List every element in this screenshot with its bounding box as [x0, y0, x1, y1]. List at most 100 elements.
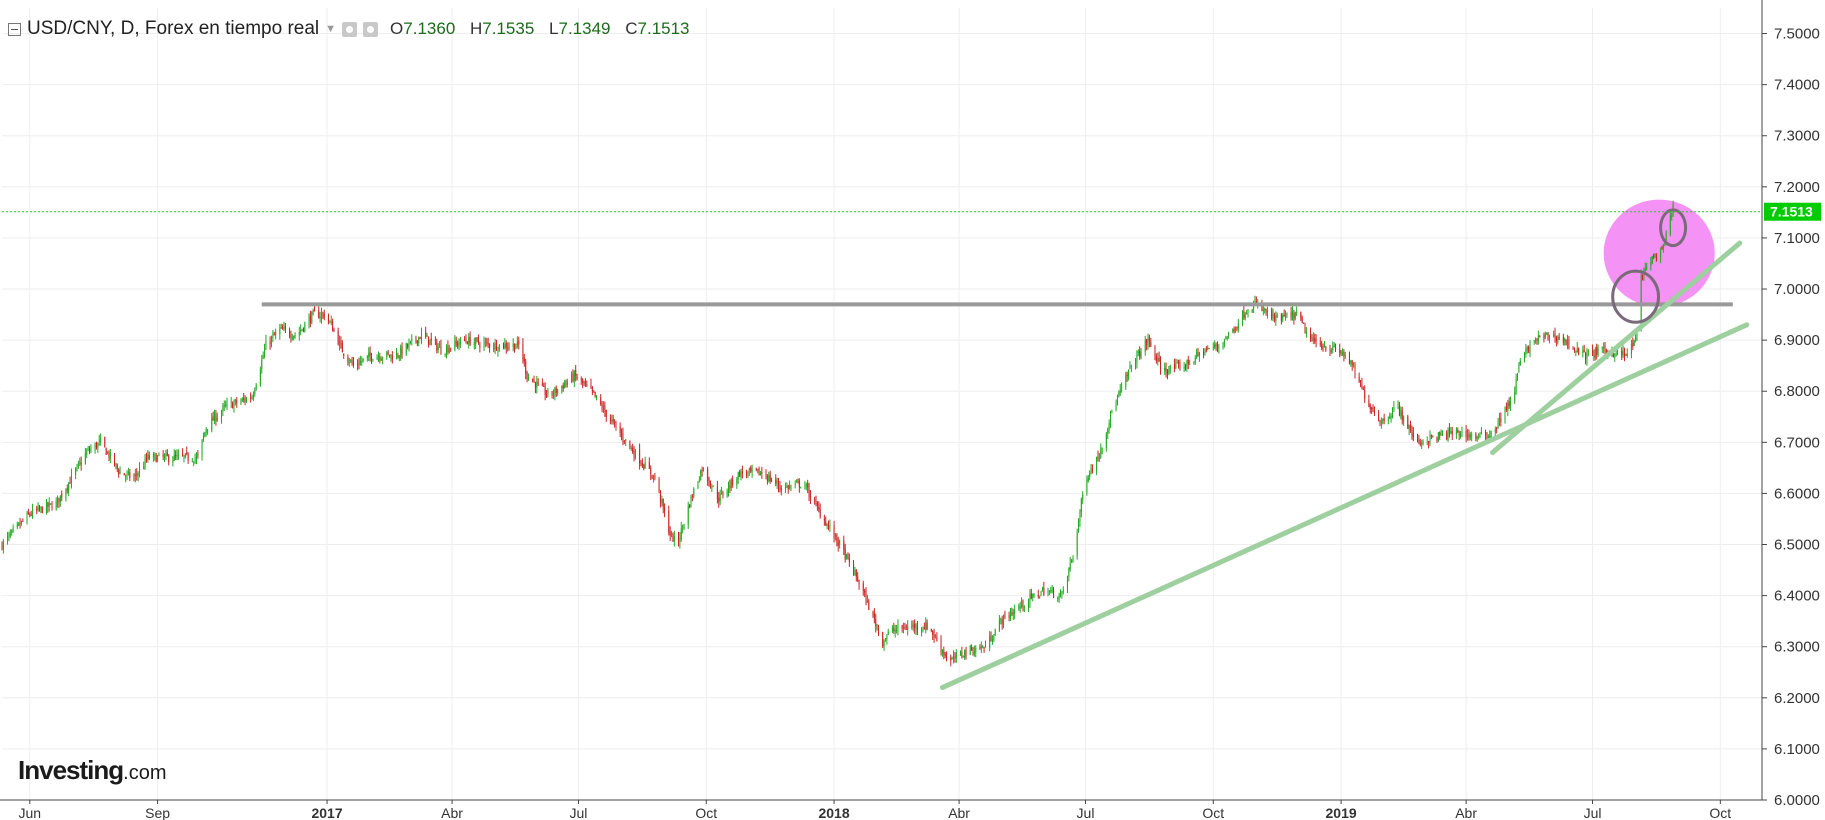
- candle-body: [1573, 349, 1575, 351]
- candle-body: [1585, 352, 1587, 359]
- candle-body: [625, 439, 627, 441]
- candle-body: [8, 533, 10, 537]
- candle-body: [1468, 433, 1470, 438]
- candle-body: [1369, 405, 1371, 409]
- candle-body: [109, 453, 111, 459]
- candle-body: [1392, 411, 1394, 415]
- candle-body: [1089, 473, 1091, 478]
- candle-body: [1368, 399, 1370, 407]
- candle-body: [183, 455, 185, 457]
- chevron-down-icon[interactable]: ▼: [325, 23, 337, 35]
- candle-body: [1187, 359, 1189, 364]
- candle-body: [319, 316, 321, 319]
- candle-body: [943, 650, 945, 655]
- candle-body: [615, 422, 617, 426]
- candle-body: [1261, 303, 1263, 311]
- candle-body: [532, 378, 534, 382]
- candle-body: [925, 622, 927, 631]
- candle-body: [682, 526, 684, 528]
- candle-body: [1543, 335, 1545, 339]
- candle-body: [512, 343, 514, 347]
- candle-body: [416, 340, 418, 343]
- candle-body: [262, 355, 264, 359]
- candle-body: [1475, 433, 1477, 439]
- candle-body: [1518, 366, 1520, 373]
- candle-body: [541, 383, 543, 386]
- candle-body: [1194, 358, 1196, 363]
- candle-body: [955, 652, 957, 659]
- candle-body: [1166, 370, 1168, 375]
- candle-body: [1323, 345, 1325, 348]
- chart-title: USD/CNY, D, Forex en tiempo real: [27, 18, 320, 39]
- y-tick-label: 6.6000: [1774, 485, 1820, 502]
- candle-body: [854, 570, 856, 576]
- candle-body: [583, 382, 585, 384]
- candle-body: [1410, 424, 1412, 428]
- candle-body: [639, 449, 641, 464]
- candle-body: [205, 428, 207, 433]
- candle-body: [30, 514, 32, 516]
- candle-body: [197, 454, 199, 456]
- candle-body: [1010, 613, 1012, 617]
- candle-body: [1447, 429, 1449, 440]
- y-tick-label: 6.9000: [1774, 332, 1820, 349]
- candle-body: [739, 471, 741, 477]
- chart-legend: USD/CNY, D, Forex en tiempo real ▼ O7.13…: [8, 16, 700, 42]
- candle-body: [689, 505, 691, 508]
- gear-icon[interactable]: [363, 21, 379, 37]
- candle-body: [1519, 360, 1521, 366]
- candle-body: [272, 335, 274, 339]
- candle-body: [505, 342, 507, 348]
- candle-body: [1012, 612, 1014, 615]
- candle-body: [1398, 405, 1400, 416]
- candle-body: [1072, 555, 1074, 561]
- candle-body: [1050, 590, 1052, 592]
- candle-body: [571, 373, 573, 382]
- candle-body: [1671, 215, 1673, 217]
- candle-body: [1053, 588, 1055, 598]
- candle-body: [1469, 434, 1471, 439]
- candle-body: [271, 337, 273, 345]
- candle-body: [829, 525, 831, 528]
- candle-body: [779, 486, 781, 488]
- candle-body: [379, 356, 381, 360]
- x-tick-label: Abr: [948, 805, 970, 820]
- candle-body: [825, 521, 827, 526]
- candle-body: [1150, 341, 1152, 347]
- x-tick-label: Abr: [1455, 805, 1477, 820]
- candle-body: [1480, 431, 1482, 434]
- candle-body: [614, 422, 616, 424]
- candle-body: [1586, 352, 1588, 360]
- logo-brand: Investing: [18, 755, 124, 785]
- candle-body: [1175, 363, 1177, 369]
- candle-body: [994, 629, 996, 636]
- candle-body: [148, 455, 150, 459]
- candle-body: [780, 487, 782, 491]
- candle-body: [604, 405, 606, 412]
- candle-body: [912, 624, 914, 627]
- candle-body: [214, 413, 216, 422]
- candle-body: [1129, 365, 1131, 369]
- candle-body: [165, 453, 167, 456]
- candle-body: [465, 339, 467, 342]
- candle-body: [65, 489, 67, 499]
- candle-body: [591, 386, 593, 391]
- candle-body: [800, 487, 802, 489]
- candle-body: [407, 344, 409, 347]
- candle-body: [786, 486, 788, 488]
- candle-body: [1198, 352, 1200, 357]
- eye-icon[interactable]: [342, 21, 358, 37]
- candle-body: [836, 533, 838, 541]
- candle-body: [1390, 415, 1392, 418]
- candle-body: [668, 510, 670, 533]
- candle-body: [114, 453, 116, 466]
- candle-body: [804, 486, 806, 488]
- collapse-icon[interactable]: [8, 22, 21, 36]
- candle-body: [1282, 314, 1284, 320]
- candle-body: [223, 405, 225, 407]
- candle-body: [1043, 587, 1045, 595]
- candle-body: [690, 495, 692, 508]
- candle-body: [630, 447, 632, 449]
- candle-body: [1564, 338, 1566, 342]
